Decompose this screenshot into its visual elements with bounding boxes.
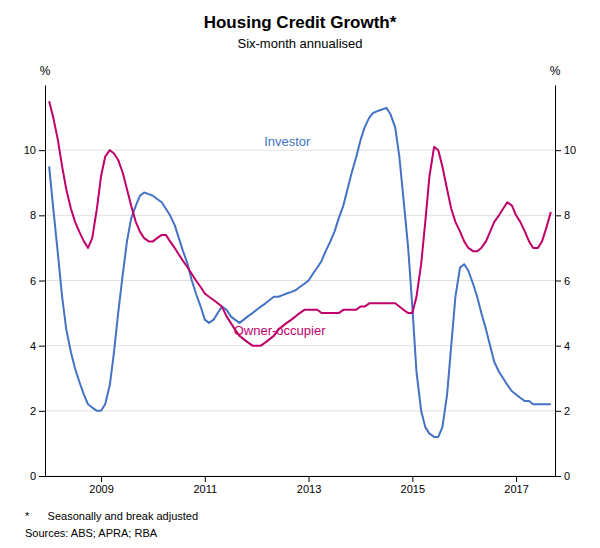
x-axis: 2009 2011 2013 2015 2017 (46, 476, 556, 495)
tick-mark (516, 476, 517, 482)
tick-label: 2015 (401, 483, 425, 495)
grid-line (45, 150, 555, 151)
tick: 10 (555, 144, 576, 156)
tick: 2 (555, 405, 570, 417)
plot: 2009 2011 2013 2015 2017 0 2 4 6 8 10 0 2 4 6 8 10%% Inve… (24, 64, 577, 495)
tick: 4 (30, 340, 45, 352)
tick: 8 (30, 209, 45, 221)
tick-mark (412, 476, 413, 482)
tick-mark (555, 150, 561, 151)
grid-line (45, 410, 555, 411)
title: Housing Credit Growth* (204, 13, 397, 32)
tick: 2015 (401, 476, 425, 495)
tick-mark (555, 346, 561, 347)
tick-label: 0 (564, 470, 570, 482)
grid-line (45, 215, 555, 216)
tick: 0 (30, 470, 45, 482)
tick-mark (39, 411, 45, 412)
footnote: * Seasonally and break adjusted (25, 510, 198, 522)
tick: 2009 (89, 476, 113, 495)
tick-label: 2013 (297, 483, 321, 495)
chart: Housing Credit Growth* Six-month annualis… (0, 0, 600, 548)
series-label: Owner-occupier (234, 323, 326, 338)
tick-label: 2011 (193, 483, 217, 495)
tick-label: 4 (30, 340, 36, 352)
grid-line (45, 345, 555, 346)
tick-mark (39, 281, 45, 282)
tick: 0 (555, 470, 570, 482)
lines (49, 101, 551, 437)
tick-mark (555, 476, 561, 477)
y2-axis: 0 2 4 6 8 10 (555, 86, 576, 483)
tick: 2017 (504, 476, 528, 495)
tick: 8 (555, 209, 570, 221)
tick-label: 0 (30, 470, 36, 482)
tick: 4 (555, 340, 570, 352)
tick-mark (555, 411, 561, 412)
line (49, 108, 551, 437)
line (49, 101, 551, 345)
tick-mark (101, 476, 102, 482)
tick-label: 8 (564, 209, 570, 221)
tick-label: 6 (564, 275, 570, 287)
tick: 10 (24, 144, 45, 156)
subtitle: Six-month annualised (237, 36, 362, 51)
tick-mark (555, 215, 561, 216)
tick: 2013 (297, 476, 321, 495)
tick-label: 4 (564, 340, 570, 352)
tick-label: 6 (30, 275, 36, 287)
tick-label: 2 (30, 405, 36, 417)
tick: 6 (555, 275, 570, 287)
y-axis-line (45, 86, 46, 477)
y-axis-label: % (40, 64, 51, 78)
tick: 2011 (193, 476, 217, 495)
tick-label: 8 (30, 209, 36, 221)
tick: 6 (30, 275, 45, 287)
tick-mark (205, 476, 206, 482)
tick-mark (39, 150, 45, 151)
tick-label: 2017 (504, 483, 528, 495)
tick-mark (39, 346, 45, 347)
tick-label: 2 (564, 405, 570, 417)
series-label: Investor (264, 134, 311, 149)
y-axis: 0 2 4 6 8 10 (24, 86, 46, 483)
tick-mark (39, 476, 45, 477)
tick-mark (39, 215, 45, 216)
grid-line (45, 476, 555, 477)
tick: 2 (30, 405, 45, 417)
y2-axis-label: % (550, 64, 561, 78)
tick-label: 2009 (89, 483, 113, 495)
tick-mark (309, 476, 310, 482)
tick-label: 10 (24, 144, 36, 156)
tick-mark (555, 281, 561, 282)
tick-label: 10 (564, 144, 576, 156)
footnote: Sources: ABS; APRA; RBA (25, 527, 158, 539)
x-axis-line (46, 476, 556, 477)
